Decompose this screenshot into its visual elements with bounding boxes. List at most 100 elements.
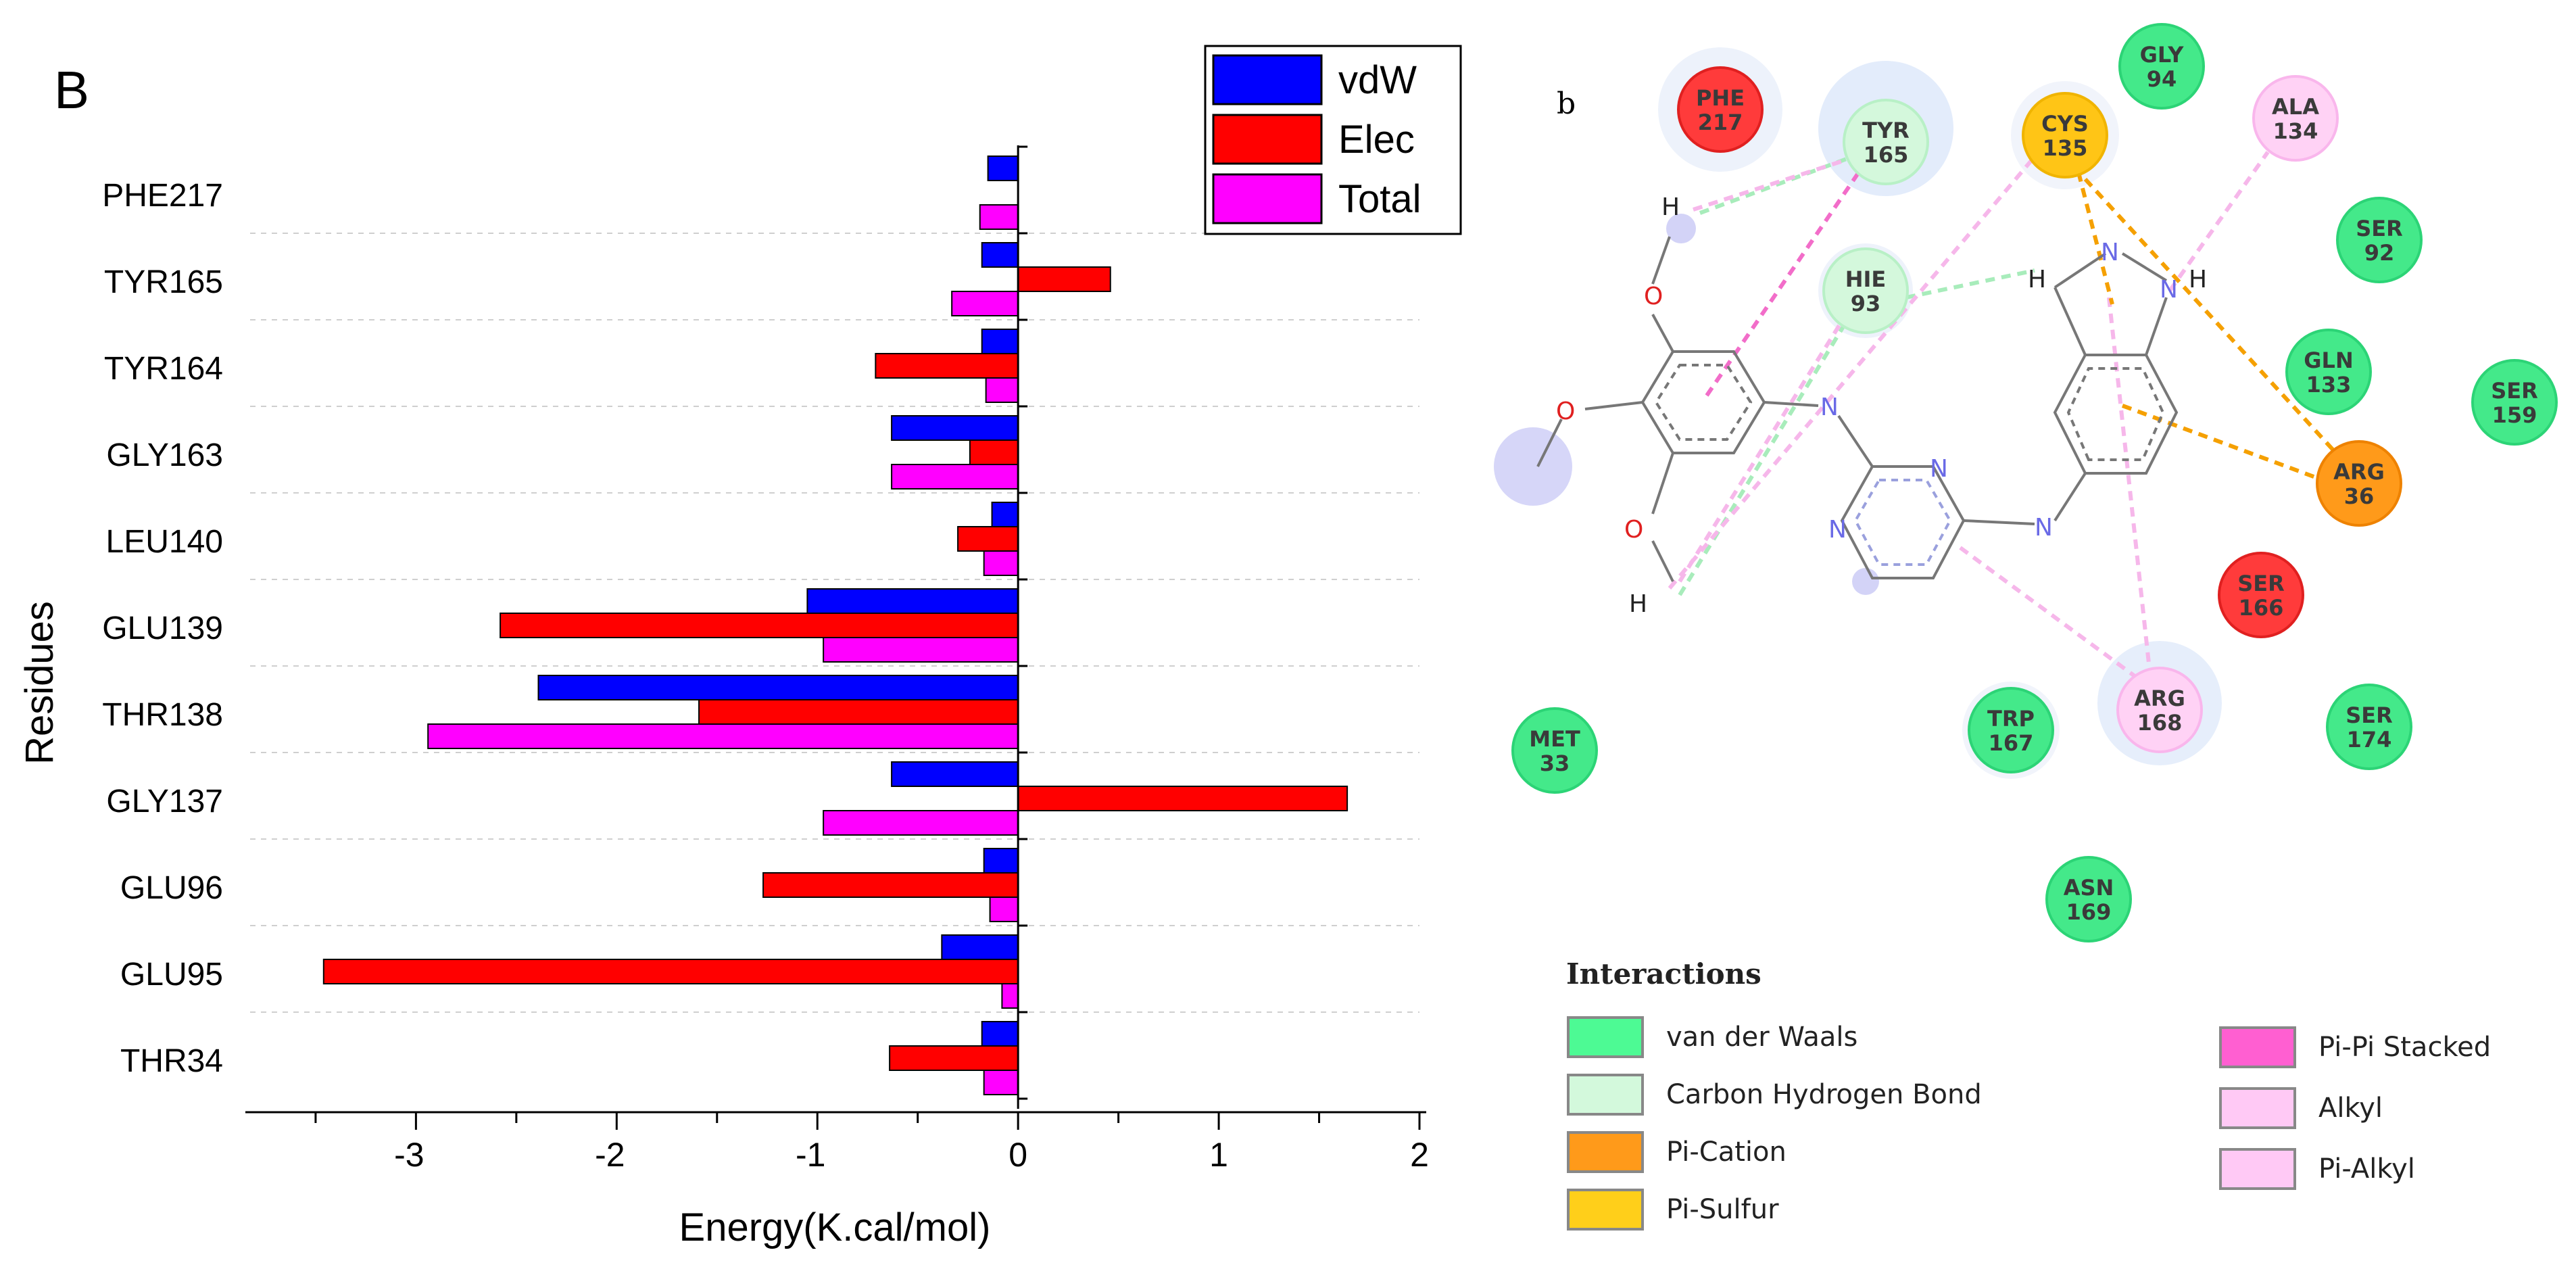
y-tick-label: GLU96 <box>120 870 223 906</box>
pyrimidine-ring <box>1840 465 1966 579</box>
bar-total <box>979 204 1019 230</box>
bar-total <box>985 377 1019 403</box>
residue-disc <box>2116 667 2203 753</box>
residue-name: SER <box>2237 571 2285 596</box>
ligand <box>1536 236 2179 582</box>
halo-methyl <box>1494 427 1572 506</box>
residue-disc <box>2336 197 2423 283</box>
bond <box>2053 287 2087 356</box>
legend-label-pi-sulfur: Pi-Sulfur <box>1666 1194 1779 1225</box>
bar-elec <box>322 959 1019 984</box>
residue-number: 134 <box>2273 118 2318 144</box>
legend-swatch-elec <box>1212 114 1323 165</box>
residue-tyr165: TYR165 <box>1843 99 1929 185</box>
residue-number: 168 <box>2137 710 2183 736</box>
y-tick-label: GLU139 <box>102 611 223 646</box>
bond <box>2053 252 2107 289</box>
halo-pyr <box>1852 568 1879 595</box>
y-category-labels: PHE217 TYR165 TYR164 GLY163 LEU140 GLU139 THR1… <box>102 178 223 1079</box>
interactions-legend: Interactions van der Waals Carbon Hydroge… <box>1566 957 2491 1231</box>
y-tick-label: THR34 <box>120 1043 223 1079</box>
residue-disc <box>1968 687 2054 773</box>
pyrimidine-aromatic-inner <box>1853 479 1952 566</box>
legend-swatch-pi-pi-stacked <box>2219 1026 2296 1068</box>
legend-swatch-pi-alkyl <box>2219 1148 2296 1190</box>
residue-disc <box>1822 247 1909 334</box>
x-axis-title: Energy(K.cal/mol) <box>679 1206 991 1249</box>
residue-discs: PHE217 TYR165CYS135GLY94ALA134SER92HIE93G… <box>1511 23 2558 942</box>
bond <box>1536 419 1563 467</box>
y-separators <box>250 233 1419 1013</box>
bond <box>1651 314 1674 352</box>
y-tick-label: LEU140 <box>106 524 223 560</box>
y-tick-label: GLY137 <box>106 784 223 819</box>
y-tick-label: GLY163 <box>106 437 223 473</box>
bar-elec <box>969 439 1019 465</box>
legend-swatch-pi-sulfur <box>1567 1189 1644 1231</box>
legend-swatch-alkyl <box>2219 1087 2296 1129</box>
alkyl-line <box>1668 147 2043 590</box>
bar-elec <box>1017 786 1348 811</box>
atom-n-pyr1: N <box>1930 455 1948 483</box>
residue-number: 92 <box>2364 240 2395 266</box>
residue-disc <box>2471 359 2558 446</box>
residue-disc <box>1843 99 1929 185</box>
residue-name: GLY <box>2140 42 2185 68</box>
bar-total <box>951 291 1019 316</box>
bond <box>1651 540 1674 582</box>
bar-total <box>983 550 1019 576</box>
bar-vdw <box>981 242 1019 268</box>
residue-number: 159 <box>2492 402 2537 428</box>
residue-disc <box>1511 707 1598 794</box>
atom-n-amine2: N <box>2035 514 2053 542</box>
bar-vdw <box>981 1021 1019 1047</box>
residue-name: PHE <box>1696 85 1745 111</box>
residue-name: GLN <box>2304 348 2353 373</box>
residue-number: 33 <box>1540 750 1570 776</box>
residue-name: ALA <box>2272 94 2319 120</box>
legend-label-carbon-hydrogen-bond: Carbon Hydrogen Bond <box>1666 1079 1982 1110</box>
atom-o1: O <box>1644 283 1663 310</box>
bond <box>1764 401 1819 407</box>
x-tick-label: -2 <box>595 1136 625 1174</box>
bar-groups <box>322 156 1348 1095</box>
atom-o2: O <box>1556 398 1575 425</box>
residue-number: 174 <box>2347 727 2392 753</box>
atom-n-ind1: N <box>2101 239 2119 266</box>
residue-disc <box>2285 329 2372 415</box>
bar-total <box>983 1070 1019 1095</box>
residue-number: 94 <box>2147 66 2177 92</box>
residue-number: 169 <box>2066 899 2112 925</box>
alkyl-line <box>2107 297 2152 670</box>
bar-vdw <box>987 156 1019 181</box>
legend-label-van-der-waals: van der Waals <box>1666 1022 1857 1053</box>
y-tick-label: THR138 <box>102 697 223 733</box>
bar-elec <box>957 526 1019 552</box>
residue-name: SER <box>2491 378 2538 404</box>
residue-disc <box>2045 856 2132 942</box>
x-tick-label: -1 <box>796 1136 825 1174</box>
residue-disc <box>2252 75 2339 162</box>
bar-total <box>989 897 1019 922</box>
bar-total <box>823 637 1019 663</box>
indazole-benzene <box>2053 354 2179 475</box>
residue-number: 167 <box>1989 730 2034 756</box>
panel-label-b: b <box>1557 87 1576 121</box>
x-tick-label: 2 <box>1410 1136 1429 1174</box>
atom-n-ind2: N <box>2160 276 2178 304</box>
bar-elec <box>889 1045 1019 1071</box>
atom-h4: H <box>2189 266 2207 293</box>
y-tick-label: PHE217 <box>102 178 223 214</box>
pi-cation-line <box>2121 404 2333 485</box>
bond <box>2145 297 2168 356</box>
panel-label-B: B <box>54 60 89 120</box>
alkyl-line <box>2168 151 2270 292</box>
